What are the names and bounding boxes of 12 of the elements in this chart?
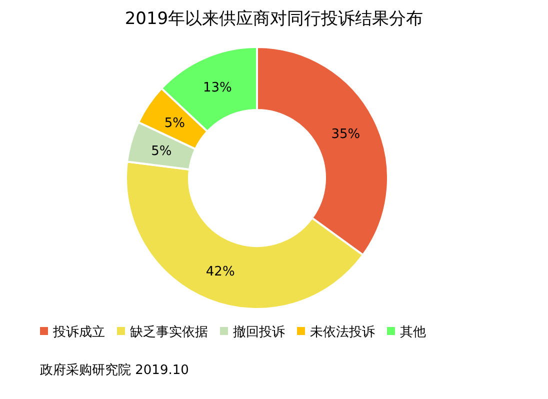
data-label: 35% (331, 126, 360, 142)
text: 政府采购研究院 2019.10 (40, 362, 189, 378)
legend-label: 撤回投诉 (233, 325, 285, 340)
chart-title: 2019年以来供应商对同行投诉结果分布 (124, 9, 424, 29)
data-label: 5% (164, 116, 186, 132)
legend-label: 未依法投诉 (310, 325, 375, 340)
data-label: 5% (151, 144, 172, 160)
data-label: 13% (203, 80, 232, 96)
legend-label: 投诉成立 (52, 324, 105, 340)
legend-label: 其他 (400, 325, 426, 340)
data-label: 42% (206, 264, 235, 280)
legend-label: 缺乏事实依据 (130, 325, 208, 340)
